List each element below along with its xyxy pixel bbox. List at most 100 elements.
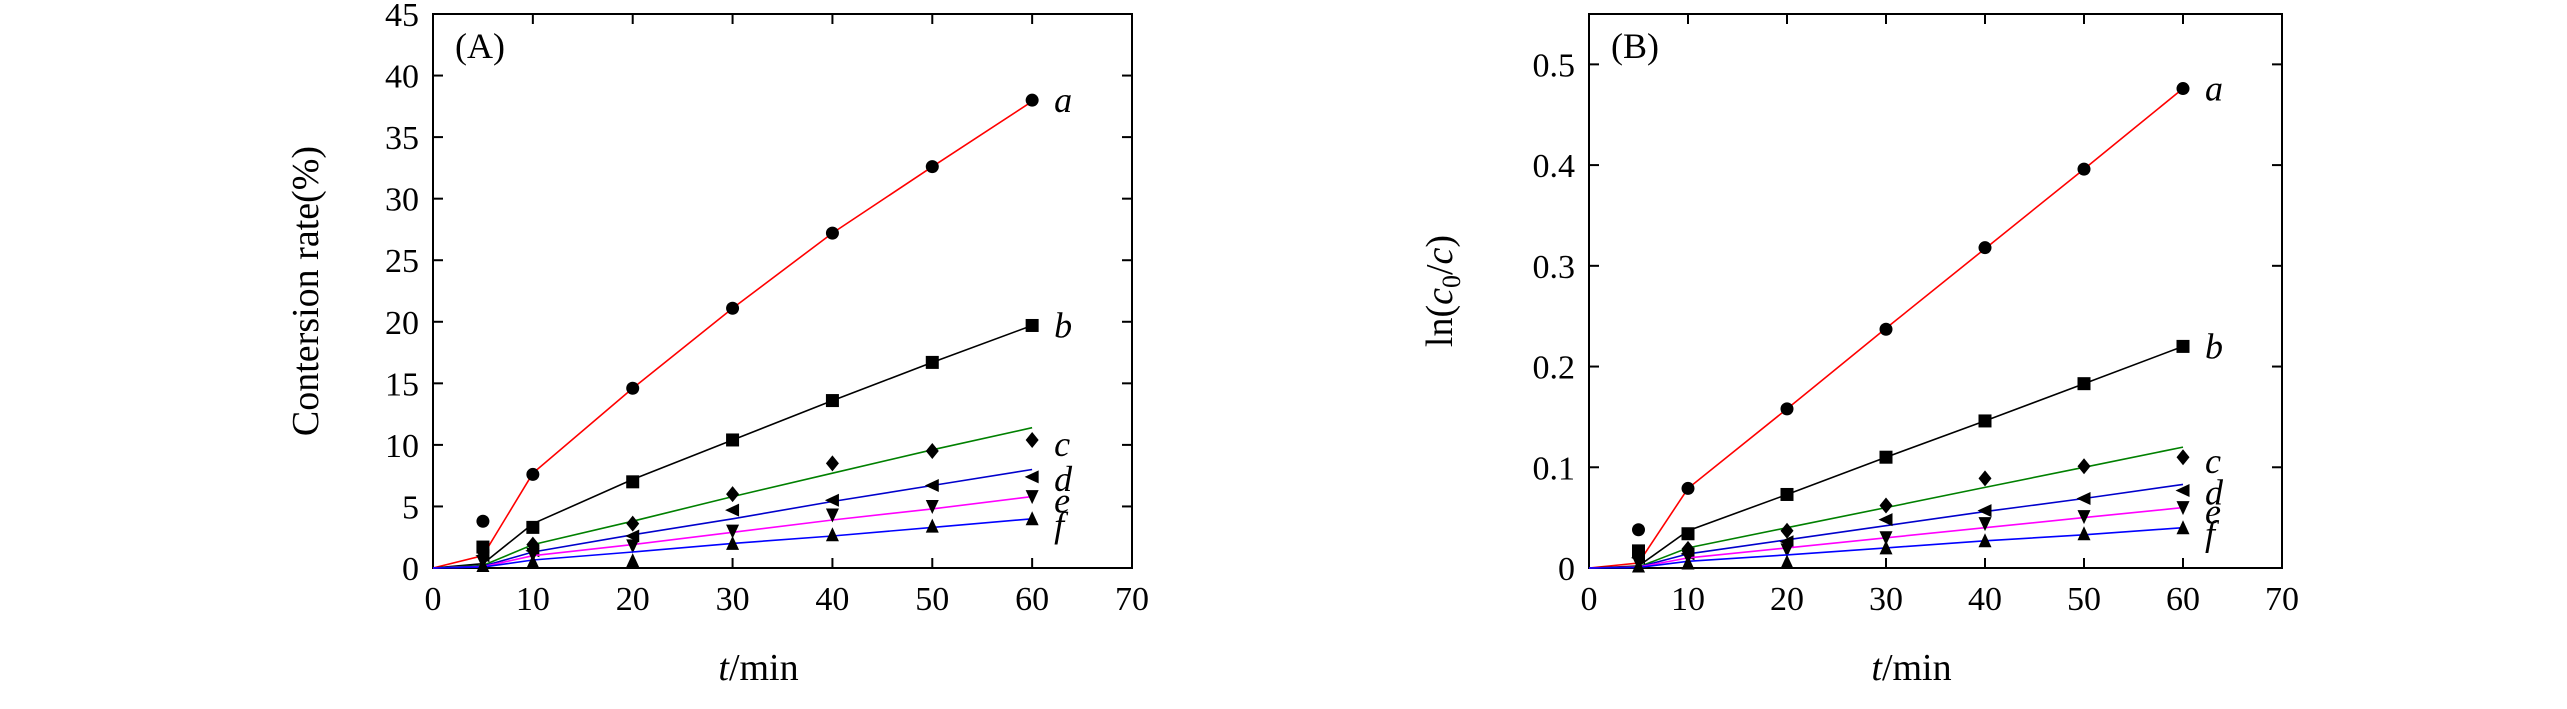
fit-line-c [432,426,1033,569]
fit-line-d [432,468,1033,569]
series-a: a [432,80,1072,569]
data-point-e [2176,501,2190,516]
data-point-b [825,394,839,408]
x-tick-label: 30 [1869,581,1903,618]
data-point-f [2176,520,2190,535]
data-point-d [824,493,839,507]
y-axis-title-c1: c [1419,288,1461,305]
data-point-f [925,518,939,533]
y-tick-label: 40 [385,59,419,96]
y-tick-label: 25 [385,243,419,280]
data-point-d [1024,470,1039,484]
data-point-d [1878,513,1893,527]
data-point-f [1879,540,1893,555]
data-point-e [1879,531,1893,546]
y-tick-label: 45 [385,0,419,34]
fit-line-a [432,100,1033,569]
data-point-b [1681,527,1695,541]
data-point-c [626,515,640,532]
x-axis-title: t/min [1871,647,1951,689]
data-point-b [925,355,939,369]
x-tick-label: 60 [2166,581,2200,618]
y-tick-label: 15 [385,366,419,403]
fit-line-d [1588,483,2184,569]
y-tick-label: 0 [1558,551,1575,588]
data-point-f [476,558,490,573]
data-point-a [1978,241,1992,255]
series-label-a: a [1054,80,1072,120]
fit-line-c [1588,446,2184,569]
data-point-f [1025,511,1039,526]
y-tick-label: 30 [385,182,419,219]
data-point-c [1025,431,1039,448]
y-tick-label: 0 [402,551,419,588]
x-tick-label: 70 [2265,581,2299,618]
data-point-a [726,301,740,315]
data-point-e [726,524,740,539]
data-point-a [526,467,540,481]
y-axis-title: ln(c0/c) [1419,235,1466,347]
x-tick-label: 40 [1968,581,2002,618]
series-label-b: b [1054,305,1072,345]
y-tick-label: 0.3 [1533,249,1576,286]
data-point-a [1681,481,1695,495]
x-tick-label: 20 [1770,581,1804,618]
y-axis-title-c2: c [1419,247,1461,264]
fit-line-b [1588,345,2184,569]
y-tick-label: 0.5 [1533,47,1576,84]
data-point-d [725,503,740,517]
y-axis-title-pre: ln( [1419,305,1461,347]
data-point-b [726,433,740,447]
data-point-f [825,527,839,542]
data-point-a [626,381,640,395]
x-axis-title-unit: /min [1882,647,1952,689]
y-axis-title-sub: 0 [1437,275,1466,288]
series-label-b: b [2205,326,2223,366]
data-point-d [1977,504,1992,518]
data-point-d [625,529,640,543]
x-tick-label: 40 [815,581,849,618]
data-point-f [1978,533,1992,548]
data-point-e [825,508,839,523]
data-point-d [2175,483,2190,497]
y-tick-label: 35 [385,120,419,157]
series-b: b [432,305,1072,569]
data-point-a [1879,322,1893,336]
data-point-c [825,455,839,472]
x-tick-label: 10 [516,581,550,618]
data-point-e [925,499,939,514]
data-point-a [1780,402,1794,416]
data-point-f [726,535,740,550]
fit-line-e [432,495,1033,569]
x-tick-label: 50 [915,581,949,618]
data-point-a [2077,162,2091,176]
x-tick-label: 60 [1015,581,1049,618]
x-tick-label: 20 [616,581,650,618]
series-a: a [1588,69,2223,569]
data-point-b [1879,450,1893,464]
x-tick-label: 10 [1671,581,1705,618]
data-point-f [2077,526,2091,541]
chart-panel-a: 0 10 20 30 40 50 60 70 0 5 10 15 20 25 30 35 40 45 (A) t/mi… [285,0,1149,689]
series-label-d: d [1054,459,1073,499]
data-point-e [1978,517,1992,532]
x-axis-title-var: t [1871,647,1883,689]
data-point-a [1632,523,1645,537]
x-tick-label: 30 [716,581,750,618]
series-label-e: e [1054,481,1070,521]
data-point-c [1978,470,1992,487]
panel-label: (B) [1611,26,1659,66]
y-axis-title-mid: / [1419,264,1461,275]
data-point-a [1025,93,1039,107]
x-axis-title-var: t [718,647,730,689]
x-axis-title: t/min [718,647,798,689]
data-point-c [2176,449,2190,466]
data-point-b [1978,414,1992,428]
plot-frame [1588,13,2283,569]
data-point-a [825,226,839,240]
data-point-b [2176,339,2190,353]
data-point-b [626,475,640,489]
data-point-c [925,443,939,460]
data-point-c [1780,522,1794,539]
